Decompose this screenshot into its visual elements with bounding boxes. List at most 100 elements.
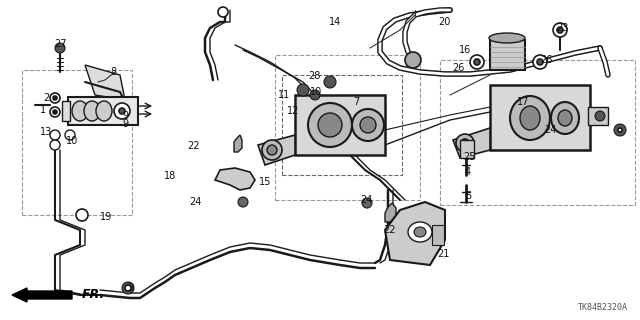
Polygon shape (453, 128, 490, 158)
Text: 11: 11 (278, 90, 290, 100)
FancyArrow shape (12, 288, 72, 302)
Ellipse shape (72, 101, 88, 121)
Bar (490, 40, 525, 70)
Text: 4: 4 (465, 167, 471, 177)
Ellipse shape (558, 110, 572, 126)
Ellipse shape (510, 96, 550, 140)
Bar (460, 140, 474, 158)
Circle shape (595, 111, 605, 121)
Text: 20: 20 (438, 17, 450, 27)
Text: FR.: FR. (82, 289, 105, 301)
Text: TK84B2320A: TK84B2320A (578, 303, 628, 312)
Text: 16: 16 (459, 45, 471, 55)
Circle shape (362, 198, 372, 208)
Ellipse shape (461, 139, 469, 147)
Circle shape (618, 128, 622, 132)
Circle shape (50, 140, 60, 150)
Bar (295, 95, 385, 155)
Circle shape (405, 52, 421, 68)
Circle shape (65, 130, 75, 140)
Circle shape (50, 130, 60, 140)
Bar (588, 107, 608, 125)
Ellipse shape (360, 117, 376, 133)
Bar (440, 60, 635, 205)
Bar (490, 85, 590, 150)
Text: 13: 13 (40, 127, 52, 137)
Text: 22: 22 (187, 141, 199, 151)
Circle shape (50, 107, 60, 117)
Ellipse shape (308, 103, 352, 147)
Ellipse shape (520, 106, 540, 130)
Ellipse shape (318, 113, 342, 137)
Ellipse shape (456, 134, 474, 152)
Text: 7: 7 (353, 97, 359, 107)
Text: 2: 2 (43, 93, 49, 103)
Ellipse shape (262, 140, 282, 160)
Bar (22, 70, 132, 215)
Polygon shape (234, 135, 242, 152)
Text: 24: 24 (544, 125, 556, 135)
Text: 3: 3 (127, 283, 133, 293)
Circle shape (53, 110, 57, 114)
Text: 27: 27 (54, 39, 67, 49)
Bar (62, 101, 70, 121)
Circle shape (324, 76, 336, 88)
Circle shape (114, 103, 130, 119)
Text: 9: 9 (122, 119, 128, 129)
Ellipse shape (489, 33, 525, 43)
Bar (282, 75, 402, 175)
Polygon shape (258, 135, 295, 165)
Text: 10: 10 (66, 136, 78, 146)
Text: 14: 14 (329, 17, 341, 27)
Circle shape (218, 7, 228, 17)
Circle shape (537, 59, 543, 65)
Bar (432, 225, 444, 245)
Text: 12: 12 (287, 106, 299, 116)
Text: 26: 26 (452, 63, 464, 73)
Circle shape (553, 23, 567, 37)
Ellipse shape (96, 101, 112, 121)
Text: 10: 10 (310, 87, 322, 97)
Circle shape (53, 96, 57, 100)
Ellipse shape (414, 227, 426, 237)
Text: 5: 5 (465, 191, 471, 201)
Text: 22: 22 (383, 225, 396, 235)
Circle shape (474, 59, 480, 65)
Text: 17: 17 (517, 97, 529, 107)
Text: 24: 24 (189, 197, 201, 207)
Text: 15: 15 (259, 177, 271, 187)
Circle shape (55, 43, 65, 53)
Circle shape (557, 27, 563, 33)
Circle shape (238, 197, 248, 207)
Bar (68, 97, 138, 125)
Text: 9: 9 (122, 111, 128, 121)
Text: 26: 26 (540, 55, 552, 65)
Text: 8: 8 (110, 67, 116, 77)
Circle shape (76, 209, 88, 221)
Circle shape (614, 124, 626, 136)
Text: 24: 24 (360, 195, 372, 205)
Text: 21: 21 (437, 249, 449, 259)
Circle shape (122, 282, 134, 294)
Polygon shape (85, 65, 125, 100)
Polygon shape (385, 203, 396, 222)
Circle shape (470, 55, 484, 69)
Ellipse shape (408, 222, 432, 242)
Text: 1: 1 (40, 105, 46, 115)
Ellipse shape (551, 102, 579, 134)
Circle shape (297, 84, 309, 96)
Ellipse shape (267, 145, 277, 155)
Text: 18: 18 (164, 171, 176, 181)
Text: 23: 23 (556, 23, 568, 33)
Circle shape (310, 90, 320, 100)
Circle shape (50, 93, 60, 103)
Polygon shape (385, 202, 445, 265)
Text: 25: 25 (463, 152, 476, 162)
Circle shape (125, 285, 131, 291)
Circle shape (119, 108, 125, 114)
Ellipse shape (84, 101, 100, 121)
Bar (275, 55, 420, 200)
Polygon shape (215, 168, 255, 190)
Circle shape (533, 55, 547, 69)
Text: 19: 19 (100, 212, 112, 222)
